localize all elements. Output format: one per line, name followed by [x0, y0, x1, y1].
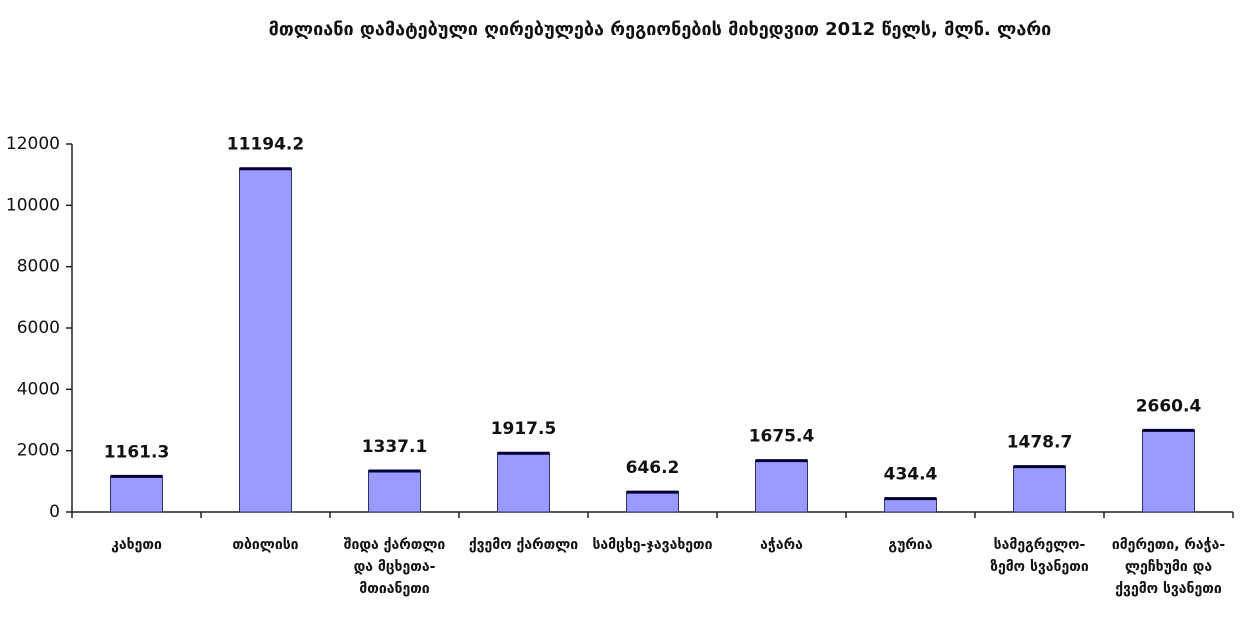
x-tick-label: თბილისი: [232, 537, 299, 553]
bar: [497, 452, 550, 513]
y-tick-label: 4000: [17, 379, 60, 399]
value-label: 434.4: [884, 465, 938, 485]
value-label: 1478.7: [1007, 433, 1073, 453]
x-tick-label: კახეთი: [111, 537, 162, 553]
bar: [1142, 429, 1195, 513]
value-label: 1917.5: [491, 419, 557, 439]
value-label: 646.2: [626, 458, 680, 478]
y-tick-label: 2000: [17, 441, 60, 461]
y-tick-label: 10000: [6, 195, 60, 215]
bar: [755, 460, 808, 513]
y-tick-label: 6000: [17, 318, 60, 338]
x-tick-label: გურია: [888, 537, 933, 553]
y-tick-label: 0: [49, 502, 60, 522]
x-tick-label: შიდა ქართლი და მცხეთა-მთიანეთი: [343, 537, 446, 597]
x-tick-label: ქვემო ქართლი: [468, 537, 579, 553]
bar: [626, 491, 679, 513]
value-label: 2660.4: [1136, 396, 1202, 416]
chart-title: მთლიანი დამატებული ღირებულება რეგიონების…: [269, 19, 1052, 40]
y-tick-label: 8000: [17, 257, 60, 277]
bar: [368, 470, 421, 513]
x-tick-label: სამეგრელო-ზემო სვანეთი: [990, 537, 1089, 575]
bar: [110, 475, 163, 513]
bar: [239, 168, 292, 513]
x-tick-label: აჭარა: [760, 537, 803, 553]
value-label: 11194.2: [227, 135, 304, 155]
value-label: 1675.4: [749, 427, 815, 447]
x-tick-label: იმერეთი, რაჭა-ლეჩხუმი და ქვემო სვანეთი: [1111, 537, 1226, 597]
value-label: 1337.1: [362, 437, 428, 457]
y-tick-label: 12000: [6, 134, 60, 154]
bar: [884, 498, 937, 513]
bar: [1013, 466, 1066, 513]
x-tick-label: სამცხე-ჯავახეთი: [592, 537, 713, 553]
value-label: 1161.3: [104, 442, 170, 462]
